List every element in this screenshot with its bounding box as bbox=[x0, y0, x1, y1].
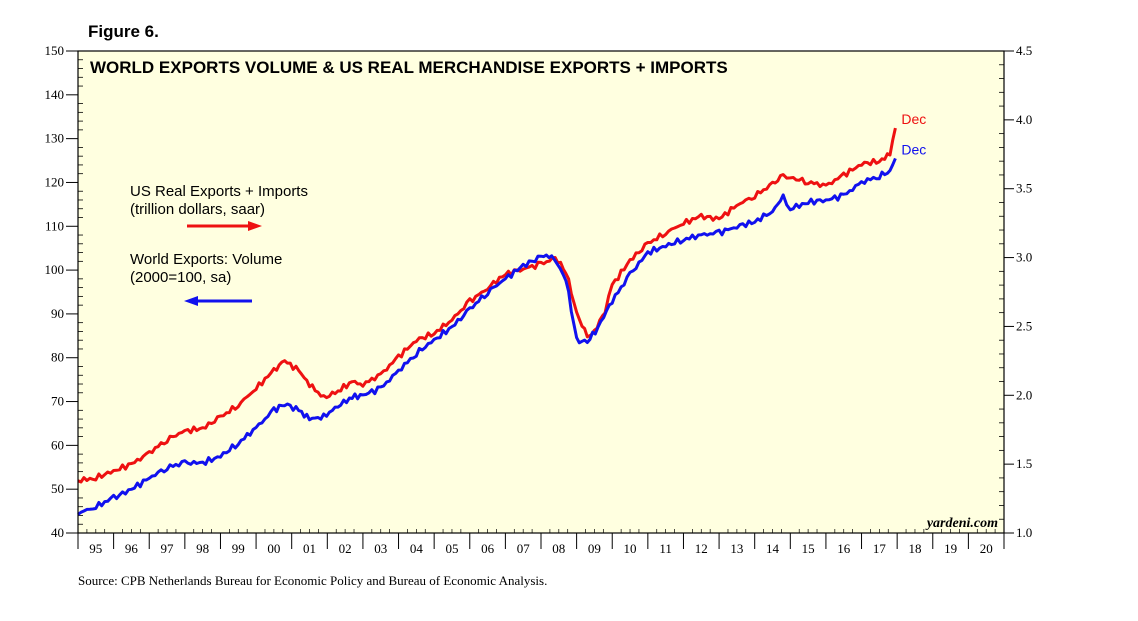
chart-title: WORLD EXPORTS VOLUME & US REAL MERCHANDI… bbox=[90, 58, 728, 77]
x-tick-label: 20 bbox=[980, 541, 993, 556]
series-layer: Dec Dec bbox=[77, 111, 926, 516]
left-tick-label: 40 bbox=[51, 525, 64, 540]
right-tick-label: 2.5 bbox=[1016, 318, 1032, 333]
x-tick-label: 14 bbox=[766, 541, 780, 556]
right-tick-label: 4.5 bbox=[1016, 43, 1032, 58]
x-tick-label: 98 bbox=[196, 541, 209, 556]
x-tick-label: 10 bbox=[624, 541, 637, 556]
left-tick-label: 90 bbox=[51, 306, 64, 321]
x-tick-label: 08 bbox=[552, 541, 565, 556]
right-tick-label: 1.0 bbox=[1016, 525, 1032, 540]
x-tick-label: 01 bbox=[303, 541, 316, 556]
x-tick-label: 15 bbox=[802, 541, 815, 556]
source-note: Source: CPB Netherlands Bureau for Econo… bbox=[78, 573, 548, 588]
x-tick-label: 11 bbox=[659, 541, 672, 556]
x-tick-label: 00 bbox=[267, 541, 280, 556]
left-tick-label: 110 bbox=[45, 218, 64, 233]
x-tick-label: 17 bbox=[873, 541, 887, 556]
x-tick-label: 03 bbox=[374, 541, 387, 556]
x-tick-label: 95 bbox=[89, 541, 102, 556]
figure-label: Figure 6. bbox=[88, 22, 159, 41]
right-tick-label: 3.0 bbox=[1016, 250, 1032, 265]
legend: US Real Exports + Imports (trillion doll… bbox=[130, 183, 308, 306]
yardeni-watermark: yardeni.com bbox=[925, 516, 998, 531]
right-tick-label: 2.0 bbox=[1016, 387, 1032, 402]
x-tick-label: 13 bbox=[730, 541, 743, 556]
plot-background bbox=[78, 51, 1004, 533]
x-tick-label: 97 bbox=[161, 541, 175, 556]
left-tick-label: 100 bbox=[45, 262, 65, 277]
axis-ticks: 4050607080901001101201301401501.01.52.02… bbox=[45, 43, 1033, 556]
x-tick-label: 18 bbox=[908, 541, 921, 556]
legend-world-arrow-left-icon bbox=[184, 296, 252, 306]
x-tick-label: 04 bbox=[410, 541, 424, 556]
left-tick-label: 120 bbox=[45, 174, 65, 189]
world-end-label: Dec bbox=[901, 141, 926, 157]
left-tick-label: 50 bbox=[51, 481, 64, 496]
legend-world-line2: (2000=100, sa) bbox=[130, 269, 231, 286]
us-end-label: Dec bbox=[901, 111, 926, 127]
legend-us-line2: (trillion dollars, saar) bbox=[130, 201, 265, 218]
x-tick-label: 09 bbox=[588, 541, 601, 556]
legend-us-line1: US Real Exports + Imports bbox=[130, 183, 308, 200]
plot-frame bbox=[77, 50, 1005, 534]
x-tick-label: 07 bbox=[517, 541, 531, 556]
x-tick-label: 12 bbox=[695, 541, 708, 556]
us-series-line bbox=[77, 127, 897, 484]
left-tick-label: 80 bbox=[51, 350, 64, 365]
legend-us-arrow-right-icon bbox=[187, 221, 262, 231]
x-tick-label: 06 bbox=[481, 541, 495, 556]
world-series-line bbox=[77, 157, 897, 516]
x-tick-label: 96 bbox=[125, 541, 139, 556]
x-tick-label: 16 bbox=[837, 541, 851, 556]
left-tick-label: 60 bbox=[51, 437, 64, 452]
x-tick-label: 19 bbox=[944, 541, 957, 556]
left-tick-label: 140 bbox=[45, 87, 65, 102]
left-tick-label: 130 bbox=[45, 131, 65, 146]
x-tick-label: 99 bbox=[232, 541, 245, 556]
right-tick-label: 1.5 bbox=[1016, 456, 1032, 471]
right-tick-label: 4.0 bbox=[1016, 112, 1032, 127]
right-tick-label: 3.5 bbox=[1016, 181, 1032, 196]
left-tick-label: 150 bbox=[45, 43, 65, 58]
x-tick-label: 02 bbox=[339, 541, 352, 556]
x-tick-label: 05 bbox=[445, 541, 458, 556]
left-tick-label: 70 bbox=[51, 394, 64, 409]
legend-world-line1: World Exports: Volume bbox=[130, 251, 282, 268]
